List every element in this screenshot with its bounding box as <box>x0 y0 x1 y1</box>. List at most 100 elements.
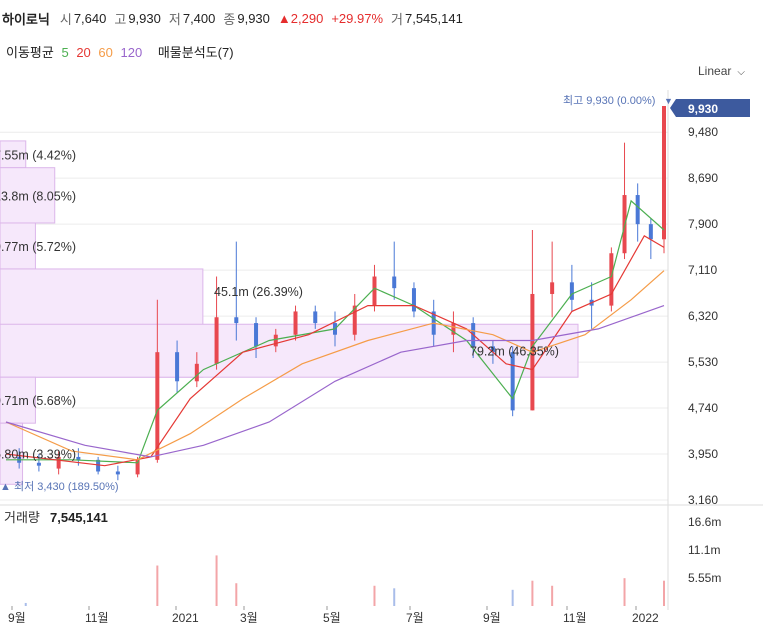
candle-body <box>76 456 81 460</box>
candle-body <box>550 282 555 294</box>
time-tick-label: 2022 <box>632 611 659 625</box>
candle-body <box>293 311 298 335</box>
volume-bar <box>24 602 27 606</box>
close-value: 9,930 <box>237 10 270 26</box>
time-tick-label: 7월 <box>406 611 424 625</box>
volume-profile-label: 9.77m (5.72%) <box>0 240 76 254</box>
low-value: 7,400 <box>182 10 216 26</box>
scale-dropdown[interactable]: Linear ⌵ <box>698 64 745 78</box>
time-tick-label: 11월 <box>563 611 587 625</box>
volume-bar <box>156 565 159 606</box>
volume-profile-bar <box>0 222 36 270</box>
volume-tick-label: 11.1m <box>688 543 720 557</box>
stock-header: 하이로닉 시 7,640 고 9,930 저 7,400 종 9,930 ▲2,290 … <box>0 8 471 28</box>
candle-body <box>471 323 476 347</box>
candle-body <box>622 195 627 254</box>
candle-body <box>273 334 278 347</box>
time-tick-label: 2021 <box>172 611 199 625</box>
ma-line-60 <box>5 270 665 461</box>
candle-body <box>372 276 377 306</box>
price-tick-label: 9,480 <box>688 125 718 139</box>
volume-bar <box>373 585 376 606</box>
open-value: 7,640 <box>73 10 107 26</box>
volume-bar <box>235 583 238 606</box>
ma-5: 5 <box>61 45 69 60</box>
ma-line-5 <box>6 199 665 464</box>
ma-line-20 <box>5 234 665 467</box>
volume-bar <box>393 588 396 606</box>
moving-average-legend[interactable]: 이동평균 5 20 60 120 매물분석도(7) <box>6 42 238 61</box>
volume-label: 거 <box>391 11 403 27</box>
current-price-tag <box>670 99 750 117</box>
low-marker: ▲ 최저 3,430 (189.50%) <box>0 480 119 493</box>
volume-profile-bar <box>0 167 56 224</box>
volume-profile-label: 5.80m (3.39%) <box>0 448 76 462</box>
chevron-down-icon: ⌵ <box>737 67 745 78</box>
candle-body <box>662 106 666 240</box>
candle-body <box>155 352 160 460</box>
volume-profile-bar <box>0 323 579 378</box>
candle-body <box>392 276 397 289</box>
volume-bar <box>531 580 534 606</box>
high-label: 고 <box>114 11 127 27</box>
volume-bar <box>551 585 554 606</box>
volume-bar <box>215 555 218 606</box>
volume-bar <box>663 580 665 606</box>
current-price-tag-label: 9,930 <box>688 102 718 116</box>
stock-name: 하이로닉 <box>2 11 50 27</box>
candle-body <box>175 352 180 382</box>
volume-profile-bar <box>0 140 27 169</box>
open-label: 시 <box>59 11 72 27</box>
price-tick-label: 4,740 <box>688 401 718 415</box>
price-tick-label: 6,320 <box>688 309 718 323</box>
volume-bar <box>623 578 626 606</box>
candle-body <box>648 224 653 240</box>
candle-body <box>96 459 101 472</box>
candle-body <box>352 305 357 335</box>
candle-body <box>214 317 219 364</box>
ma-60: 60 <box>98 45 113 60</box>
candle-body <box>635 195 640 225</box>
volume-profile-bar <box>0 268 204 378</box>
volume-value: 7,545,141 <box>404 10 463 26</box>
price-tick-label: 3,160 <box>688 493 718 507</box>
candle-body <box>609 253 614 306</box>
high-marker: 최고 9,930 (0.00%) <box>563 94 655 107</box>
candle-body <box>490 346 495 353</box>
time-tick-label: 11월 <box>85 611 109 625</box>
volume-tick-label: 16.6m <box>688 515 721 529</box>
candle-body <box>411 288 416 312</box>
scale-label: Linear <box>698 64 732 78</box>
volume-profile-label: 45.1m (26.39%) <box>214 285 303 299</box>
volume-tick-label: 5.55m <box>688 571 721 585</box>
ma-20: 20 <box>76 45 91 60</box>
candle-body <box>431 311 436 335</box>
volume-bar <box>511 589 514 606</box>
candle-body <box>17 456 22 463</box>
volume-panel-value: 7,545,141 <box>50 510 108 525</box>
volume-profile-bar <box>0 376 36 424</box>
volume-profile-label: 7.55m (4.42%) <box>0 148 76 162</box>
candle-body <box>135 459 140 475</box>
candle-body <box>313 311 318 324</box>
high-marker-arrow-icon: ▼ <box>664 96 673 106</box>
time-tick-label: 9월 <box>483 611 501 625</box>
candle-body <box>589 299 594 306</box>
price-tick-label: 8,690 <box>688 171 718 185</box>
candle-body <box>115 471 120 475</box>
candle-body <box>530 293 535 411</box>
candle-body <box>333 323 337 335</box>
ma-120: 120 <box>120 45 143 60</box>
candle-body <box>254 323 259 347</box>
ma-line-120 <box>5 305 665 458</box>
price-tick-label: 3,950 <box>688 447 718 461</box>
change-percent: +29.97% <box>331 10 384 26</box>
volume-profile-label: 9.71m (5.68%) <box>0 394 76 408</box>
candle-body <box>194 363 199 382</box>
volume-profile-label[interactable]: 매물분석도(7) <box>157 45 234 60</box>
change-value: ▲2,290 <box>277 10 324 26</box>
price-tick-label: 7,900 <box>688 217 718 231</box>
time-tick-label: 3월 <box>240 611 258 625</box>
volume-profile-bar <box>0 422 24 485</box>
